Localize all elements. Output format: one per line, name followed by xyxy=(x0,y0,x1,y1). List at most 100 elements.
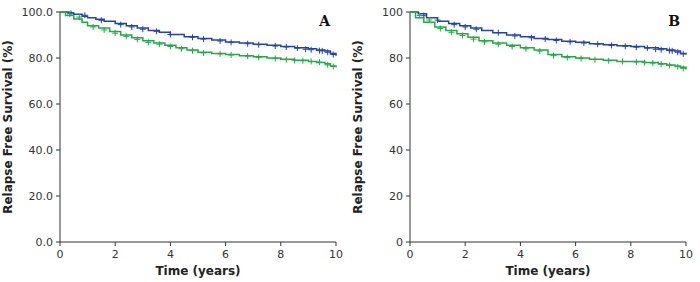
censor-mark xyxy=(228,52,234,58)
censor-mark xyxy=(330,64,336,70)
y-axis-label: Relapse Free Survival (%) xyxy=(351,40,365,214)
censor-mark xyxy=(228,39,234,45)
censor-mark xyxy=(217,38,223,44)
censor-mark xyxy=(90,24,96,30)
y-tick-label: 60 xyxy=(389,98,403,111)
censor-mark xyxy=(201,36,207,42)
censor-mark xyxy=(495,30,501,36)
censor-mark xyxy=(303,46,309,52)
censor-mark xyxy=(523,46,529,52)
x-tick-label: 2 xyxy=(462,248,469,261)
censor-mark xyxy=(553,38,559,44)
x-tick-label: 4 xyxy=(517,248,524,261)
x-axis-label: Time (years) xyxy=(505,264,590,278)
censor-mark xyxy=(98,17,104,23)
x-tick xyxy=(60,242,61,246)
panel: 0204060801000246810Time (years)Relapse F… xyxy=(351,6,693,278)
censor-mark xyxy=(567,39,573,45)
censor-mark xyxy=(482,39,488,45)
plot-area xyxy=(60,11,336,70)
x-tick-label: 6 xyxy=(572,248,579,261)
y-tick-label: 60.0 xyxy=(29,98,54,111)
x-tick-label: 0 xyxy=(407,248,414,261)
censor-mark xyxy=(330,52,336,58)
censor-mark xyxy=(167,32,173,38)
censor-mark xyxy=(294,45,300,51)
censor-mark xyxy=(325,62,331,68)
x-axis-line xyxy=(60,242,336,243)
y-tick xyxy=(56,150,60,151)
censor-mark xyxy=(658,47,664,53)
y-tick xyxy=(56,104,60,105)
censor-mark xyxy=(653,46,659,52)
censor-mark xyxy=(542,36,548,42)
figure: 0.020.040.060.080.0100.00246810Time (yea… xyxy=(0,0,700,282)
censor-mark xyxy=(112,30,118,36)
y-tick-label: 80 xyxy=(389,52,403,65)
censor-mark xyxy=(217,51,223,57)
censor-mark xyxy=(417,12,423,18)
panel-label: B xyxy=(668,13,680,29)
censor-mark xyxy=(470,36,476,42)
panel: 0.020.040.060.080.0100.00246810Time (yea… xyxy=(1,6,343,278)
x-tick xyxy=(280,242,281,246)
censor-mark xyxy=(245,53,251,59)
y-tick-label: 20.0 xyxy=(29,190,54,203)
x-tick-label: 8 xyxy=(277,248,284,261)
censor-mark xyxy=(140,26,146,32)
censor-mark xyxy=(551,53,557,59)
censor-mark xyxy=(669,48,675,54)
survival-curve xyxy=(410,12,686,55)
y-tick xyxy=(406,242,410,243)
x-tick xyxy=(225,242,226,246)
x-tick xyxy=(630,242,631,246)
censor-mark xyxy=(451,22,457,28)
censor-mark xyxy=(292,57,298,63)
censor-mark xyxy=(595,41,601,47)
y-tick-label: 20 xyxy=(389,190,403,203)
censor-mark xyxy=(308,47,314,53)
censor-mark xyxy=(156,41,162,47)
censor-mark xyxy=(608,42,614,48)
x-tick-label: 6 xyxy=(222,248,229,261)
censor-mark xyxy=(658,61,664,67)
censor-mark xyxy=(129,24,135,30)
y-tick-label: 100.0 xyxy=(22,6,54,19)
censor-mark xyxy=(644,45,650,51)
censor-mark xyxy=(300,58,306,64)
censor-mark xyxy=(101,27,107,33)
y-tick xyxy=(56,242,60,243)
censor-mark xyxy=(154,28,160,34)
x-tick-label: 0 xyxy=(57,248,64,261)
censor-mark xyxy=(581,40,587,46)
censor-mark xyxy=(118,22,124,28)
y-tick-label: 0 xyxy=(396,236,403,249)
censor-mark xyxy=(509,44,515,50)
censor-mark xyxy=(633,59,639,65)
x-tick xyxy=(336,242,337,246)
panel-label: A xyxy=(318,13,331,29)
x-tick-label: 4 xyxy=(167,248,174,261)
x-tick xyxy=(410,242,411,246)
censor-mark xyxy=(123,33,129,39)
x-axis-label: Time (years) xyxy=(155,264,240,278)
censor-mark xyxy=(178,46,184,52)
censor-mark xyxy=(675,64,681,70)
censor-mark xyxy=(666,62,672,68)
x-tick xyxy=(465,242,466,246)
censor-mark xyxy=(462,24,468,30)
censor-mark xyxy=(283,44,289,50)
y-tick-label: 40.0 xyxy=(29,144,54,157)
censor-mark xyxy=(680,51,686,57)
y-tick-label: 40 xyxy=(389,144,403,157)
x-tick xyxy=(686,242,687,246)
y-tick-label: 0.0 xyxy=(36,236,54,249)
y-tick xyxy=(406,196,410,197)
plot-area xyxy=(410,12,686,71)
y-tick xyxy=(56,58,60,59)
censor-mark xyxy=(67,11,73,17)
censor-mark xyxy=(606,58,612,64)
x-tick-label: 8 xyxy=(627,248,634,261)
x-tick xyxy=(575,242,576,246)
censor-mark xyxy=(437,26,443,32)
